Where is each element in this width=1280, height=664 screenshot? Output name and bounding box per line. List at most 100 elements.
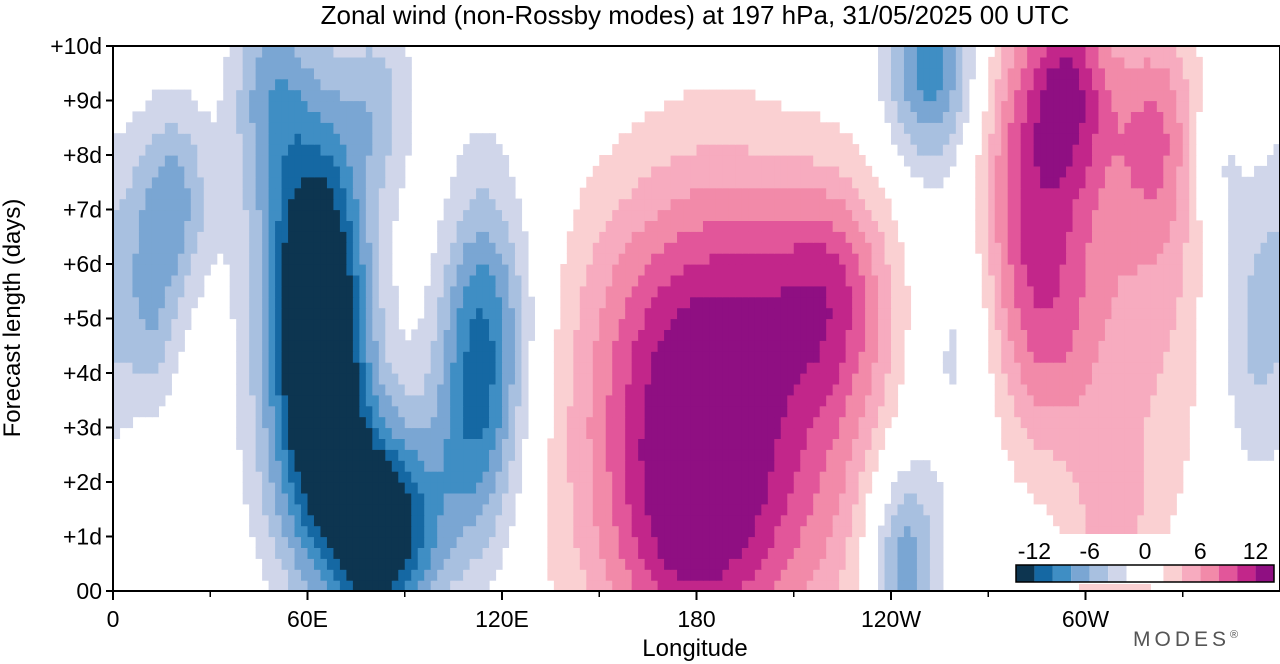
field-cell: [787, 253, 795, 265]
field-cell: [780, 514, 788, 527]
field-cell: [404, 503, 412, 516]
field-cell: [385, 438, 393, 450]
field-cell: [767, 264, 775, 276]
field-cell: [929, 580, 937, 591]
field-cell: [197, 209, 205, 221]
field-cell: [437, 307, 445, 320]
field-cell: [346, 242, 354, 254]
field-cell: [618, 351, 626, 363]
field-cell: [1104, 209, 1113, 221]
field-cell: [754, 569, 762, 581]
field-cell: [521, 231, 529, 243]
field-cell: [138, 394, 147, 407]
field-cell: [1104, 460, 1113, 472]
field-cell: [236, 427, 244, 439]
field-cell: [281, 492, 289, 505]
field-cell: [482, 492, 490, 505]
field-cell: [852, 231, 860, 243]
field-cell: [625, 471, 633, 483]
field-cell: [625, 536, 633, 548]
field-cell: [482, 394, 490, 407]
field-cell: [566, 558, 574, 570]
field-cell: [1137, 525, 1145, 538]
field-cell: [981, 296, 989, 309]
field-cell: [741, 307, 749, 320]
field-cell: [748, 318, 756, 330]
field-cell: [806, 285, 814, 298]
field-cell: [690, 242, 698, 254]
field-cell: [800, 547, 808, 559]
field-cell: [664, 351, 672, 363]
field-cell: [281, 405, 289, 418]
field-cell: [1241, 231, 1249, 243]
field-cell: [372, 383, 380, 396]
field-cell: [365, 296, 373, 309]
field-cell: [469, 471, 477, 483]
field-cell: [1085, 340, 1093, 352]
field-cell: [1072, 285, 1080, 298]
field-cell: [1273, 383, 1280, 396]
field-cell: [657, 558, 665, 570]
field-cell: [151, 274, 159, 287]
field-cell: [631, 285, 639, 298]
field-cell: [670, 231, 678, 243]
field-cell: [670, 264, 678, 276]
field-cell: [275, 525, 283, 538]
field-cell: [949, 329, 957, 341]
field-cell: [249, 405, 257, 418]
field-cell: [113, 198, 121, 211]
field-cell: [553, 373, 561, 385]
field-cell: [320, 558, 328, 570]
field-cell: [936, 580, 944, 591]
field-cell: [437, 242, 445, 254]
field-cell: [754, 307, 762, 320]
field-cell: [865, 427, 873, 439]
field-cell: [741, 547, 749, 559]
field-cell: [839, 482, 847, 494]
field-cell: [469, 307, 477, 320]
field-cell: [1007, 340, 1015, 352]
field-cell: [735, 580, 743, 591]
field-cell: [359, 394, 367, 407]
field-cell: [599, 307, 607, 320]
field-cell: [482, 525, 490, 538]
field-cell: [839, 525, 847, 538]
field-cell: [1079, 318, 1087, 330]
field-cell: [158, 187, 166, 200]
field-cell: [566, 525, 574, 538]
field-cell: [891, 514, 899, 527]
field-cell: [638, 285, 646, 298]
field-cell: [424, 449, 432, 461]
field-cell: [1273, 438, 1280, 450]
field-cell: [625, 351, 633, 363]
field-cell: [281, 198, 289, 211]
field-cell: [288, 253, 296, 265]
field-cell: [1091, 351, 1100, 363]
field-cell: [1091, 209, 1100, 221]
field-cell: [709, 231, 717, 243]
field-cell: [1040, 416, 1048, 429]
field-cell: [359, 253, 367, 265]
field-cell: [806, 187, 814, 200]
field-cell: [631, 427, 639, 439]
field-cell: [806, 503, 814, 516]
field-cell: [715, 482, 724, 494]
field-cell: [145, 242, 153, 254]
field-cell: [586, 274, 594, 287]
field-cell: [670, 449, 678, 461]
field-cell: [573, 373, 581, 385]
field-cell: [722, 405, 730, 418]
field-cell: [1267, 351, 1275, 363]
field-cell: [391, 503, 399, 516]
field-cell: [151, 231, 159, 243]
field-cell: [754, 438, 762, 450]
field-cell: [1091, 285, 1100, 298]
field-cell: [547, 525, 555, 538]
field-cell: [690, 198, 698, 211]
field-cell: [670, 580, 678, 591]
field-cell: [502, 307, 510, 320]
field-cell: [651, 329, 659, 341]
field-cell: [625, 492, 633, 505]
field-cell: [644, 514, 652, 527]
field-cell: [138, 296, 147, 309]
